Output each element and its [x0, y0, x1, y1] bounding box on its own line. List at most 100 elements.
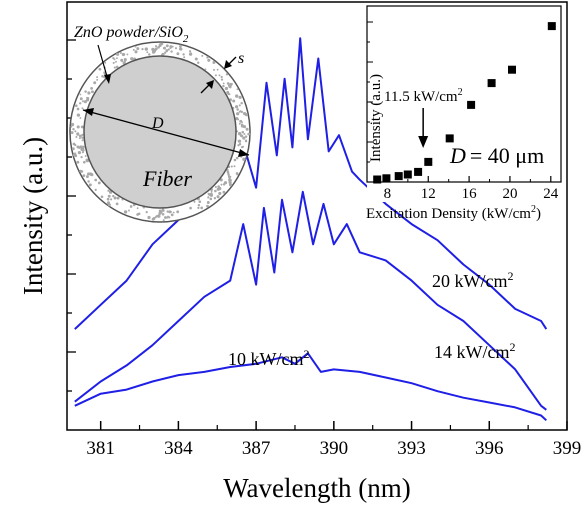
powder-dot — [146, 51, 149, 54]
powder-dot — [169, 210, 172, 214]
powder-dot — [222, 82, 225, 85]
powder-dot — [165, 49, 169, 52]
powder-dot — [244, 135, 248, 138]
inset-data-point — [382, 174, 391, 183]
diameter-line — [82, 109, 250, 156]
powder-dot — [163, 216, 167, 219]
powder-dot — [97, 181, 101, 185]
powder-dot — [162, 46, 167, 50]
powder-dot — [204, 68, 207, 71]
inset-threshold-arrowhead — [418, 136, 429, 148]
powder-dot — [220, 78, 224, 81]
powder-dot — [197, 61, 200, 64]
powder-dot — [240, 101, 243, 105]
powder-dot — [170, 50, 173, 53]
series-line-0 — [74, 352, 547, 422]
powder-dot — [81, 107, 84, 110]
shell-thickness-label: s — [238, 50, 244, 67]
powder-dot — [81, 136, 84, 139]
powder-dot — [240, 124, 245, 128]
powder-dot — [113, 66, 116, 69]
powder-dot — [120, 58, 124, 62]
powder-dot — [243, 125, 246, 128]
powder-dot — [136, 47, 140, 51]
powder-dot — [243, 133, 246, 135]
inset-markers — [373, 22, 556, 184]
inset-data-point — [547, 22, 556, 31]
series-label-20: 20 kW/cm2 — [432, 269, 513, 291]
powder-dot — [223, 181, 228, 185]
powder-dot — [82, 160, 86, 164]
powder-dot — [94, 178, 98, 182]
powder-dot — [244, 113, 248, 116]
inset-plot-frame — [366, 5, 562, 183]
powder-dot — [75, 104, 78, 107]
powder-leader-arrowhead — [104, 74, 111, 84]
powder-dot — [209, 197, 213, 201]
powder-dot — [240, 134, 244, 138]
inset-data-point — [414, 167, 423, 176]
powder-dot — [197, 206, 200, 210]
powder-dot — [70, 131, 74, 135]
powder-dot — [80, 155, 83, 159]
powder-dot — [132, 48, 135, 51]
powder-dot — [233, 165, 236, 168]
powder-dot — [238, 132, 242, 136]
powder-dot — [238, 104, 241, 107]
powder-dot — [85, 158, 90, 163]
powder-dot — [218, 74, 221, 77]
powder-dot — [77, 150, 82, 155]
powder-dot — [129, 205, 133, 208]
inset-data-point — [445, 134, 454, 143]
powder-dot — [107, 194, 111, 198]
powder-dot — [78, 102, 82, 105]
powder-dot — [228, 93, 231, 96]
powder-dot — [189, 206, 192, 210]
powder-dot — [90, 86, 94, 90]
powder-dot — [161, 52, 165, 56]
powder-dot — [213, 68, 215, 71]
powder-dot — [148, 53, 151, 56]
powder-dot — [130, 57, 134, 61]
powder-dot — [241, 130, 245, 134]
powder-dot — [220, 183, 223, 186]
main-x-tick-label: 384 — [164, 438, 193, 459]
powder-dot — [238, 139, 242, 143]
powder-dot — [167, 48, 170, 51]
inset-plot: 8 12 16 20 24 Excitation Density (kW/cm2) In… — [366, 5, 562, 222]
shell-thickness-arrowhead-outer — [224, 60, 232, 69]
powder-dot — [78, 137, 81, 140]
powder-dot — [235, 94, 239, 98]
powder-dot — [212, 60, 216, 65]
powder-dot — [123, 210, 128, 214]
powder-dot — [226, 90, 230, 94]
diameter-arrowhead-left — [83, 108, 94, 116]
series-label-14: 14 kW/cm2 — [434, 340, 515, 362]
powder-dot — [226, 82, 230, 85]
inset-background — [367, 6, 561, 202]
powder-dot — [116, 52, 120, 56]
powder-dot — [79, 169, 83, 173]
powder-dot — [113, 58, 116, 61]
inset-data-point — [508, 65, 516, 74]
powder-dot — [233, 158, 237, 162]
inset-data-point — [403, 170, 412, 179]
fiber-label: Fiber — [142, 166, 192, 191]
inset-x-tick-label: 16 — [462, 186, 478, 202]
powder-dot — [162, 219, 165, 222]
powder-dot — [193, 200, 196, 203]
main-x-tick-label: 381 — [86, 438, 115, 459]
powder-dot — [225, 73, 229, 76]
powder-dot — [171, 45, 174, 48]
powder-dot — [84, 155, 87, 157]
powder-dot — [236, 112, 240, 116]
inset-data-point — [424, 157, 433, 166]
powder-dot — [213, 197, 217, 200]
powder-dot — [238, 95, 242, 100]
powder-dot — [166, 210, 169, 213]
powder-dot — [174, 47, 178, 50]
powder-dot — [76, 132, 80, 135]
powder-dot — [70, 122, 75, 127]
powder-dot — [151, 47, 155, 52]
